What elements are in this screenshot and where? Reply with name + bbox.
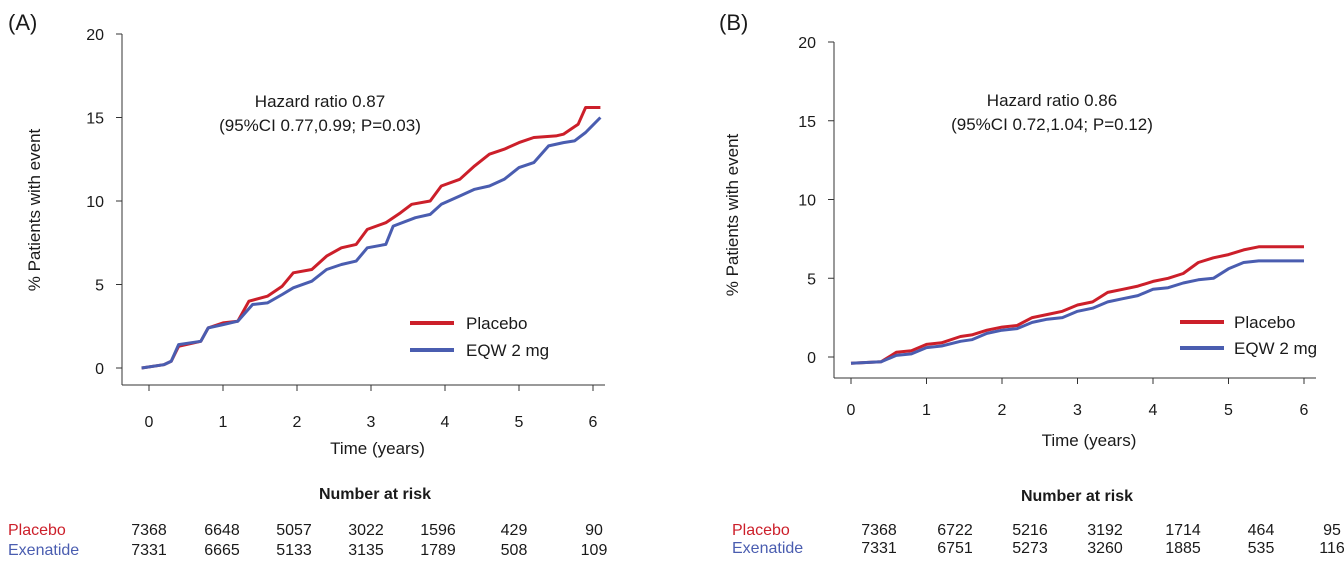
risk-table-title: Number at risk	[1020, 488, 1134, 505]
legend-label-eqw: EQW 2 mg	[466, 341, 549, 360]
risk-value-exenatide: 7331	[861, 540, 897, 557]
risk-value-exenatide: 109	[580, 542, 608, 559]
risk-value-placebo: 95	[1323, 522, 1341, 539]
risk-value-placebo: 464	[1247, 522, 1275, 539]
risk-value-exenatide: 3135	[348, 542, 384, 559]
risk-value-placebo: 1596	[420, 522, 456, 539]
risk-value-placebo: 6722	[937, 522, 973, 539]
x-tick-label: 3	[1073, 402, 1082, 419]
risk-value-placebo: 7368	[861, 522, 897, 539]
y-tick-label: 20	[798, 35, 816, 52]
hazard-ratio-annotation: (95%CI 0.77,0.99; P=0.03)	[219, 116, 421, 135]
y-tick-label: 15	[798, 114, 816, 131]
y-tick-label: 0	[807, 350, 816, 367]
legend-label-placebo: Placebo	[466, 314, 527, 333]
risk-row-exenatide: Exenatide 7331 6751 5273 3260 1885 535 116	[672, 540, 1344, 560]
x-axis-label: Time (years)	[1042, 431, 1137, 450]
risk-value-exenatide: 5133	[276, 542, 312, 559]
x-tick-label: 0	[145, 414, 154, 431]
risk-value-placebo: 6648	[204, 522, 240, 539]
eqw-curve	[850, 259, 1304, 365]
risk-label-exenatide: Exenatide	[8, 542, 80, 559]
risk-label-exenatide: Exenatide	[732, 540, 804, 557]
risk-value-placebo: 7368	[131, 522, 167, 539]
risk-value-placebo: 5216	[1012, 522, 1048, 539]
risk-value-placebo: 3022	[348, 522, 384, 539]
hazard-ratio-annotation: Hazard ratio 0.87	[255, 92, 385, 111]
legend-label-placebo: Placebo	[1234, 313, 1295, 332]
placebo-curve	[850, 245, 1304, 365]
km-plot-b: 0 5 10 15 20 0 1 2 3 4 5 6 Time (years) % Patients wi…	[723, 35, 1317, 450]
x-tick-label: 5	[1224, 402, 1233, 419]
hazard-ratio-annotation: (95%CI 0.72,1.04; P=0.12)	[951, 115, 1153, 134]
km-plot-panel-b: (B) 0 5 10 15 20 0 1 2 3 4 5 6 Time (years) % Patient…	[672, 0, 1344, 568]
risk-value-exenatide: 1789	[420, 542, 456, 559]
risk-value-placebo: 429	[500, 522, 528, 539]
km-plot-a: 0 5 10 15 20 0 1 2 3 4 5 6 Time (years) % Patients wi…	[25, 27, 605, 458]
legend-label-eqw: EQW 2 mg	[1234, 339, 1317, 358]
risk-value-placebo: 1714	[1165, 522, 1201, 539]
risk-value-placebo: 90	[585, 522, 603, 539]
risk-value-exenatide: 5273	[1012, 540, 1048, 557]
x-tick-label: 5	[515, 414, 524, 431]
x-tick-label: 2	[998, 402, 1007, 419]
x-tick-label: 1	[219, 414, 228, 431]
x-tick-label: 2	[293, 414, 302, 431]
hazard-ratio-annotation: Hazard ratio 0.86	[987, 91, 1117, 110]
risk-label-placebo: Placebo	[8, 522, 66, 539]
y-tick-label: 0	[95, 361, 104, 378]
risk-label-placebo: Placebo	[732, 522, 790, 539]
risk-value-exenatide: 6751	[937, 540, 973, 557]
x-tick-label: 6	[1300, 402, 1309, 419]
risk-table-title: Number at risk	[318, 486, 432, 503]
x-tick-label: 6	[589, 414, 598, 431]
x-tick-label: 1	[922, 402, 931, 419]
y-tick-label: 20	[86, 27, 104, 44]
risk-value-placebo: 3192	[1087, 522, 1123, 539]
panel-label: (A)	[8, 10, 38, 35]
risk-value-exenatide: 508	[500, 542, 528, 559]
panel-label: (B)	[719, 10, 749, 35]
y-tick-label: 10	[798, 193, 816, 210]
y-tick-label: 5	[807, 271, 816, 288]
risk-value-placebo: 5057	[276, 522, 312, 539]
risk-row-placebo: Placebo 7368 6648 5057 3022 1596 429 90	[0, 522, 672, 542]
risk-value-exenatide: 7331	[131, 542, 167, 559]
risk-row-placebo: Placebo 7368 6722 5216 3192 1714 464 95	[672, 522, 1344, 542]
risk-value-exenatide: 6665	[204, 542, 240, 559]
y-tick-label: 15	[86, 111, 104, 128]
x-tick-label: 4	[441, 414, 450, 431]
y-axis-label: % Patients with event	[723, 133, 742, 296]
risk-value-exenatide: 1885	[1165, 540, 1201, 557]
y-axis-label: % Patients with event	[25, 128, 44, 291]
risk-value-exenatide: 116	[1319, 540, 1344, 557]
y-tick-label: 5	[95, 278, 104, 295]
km-plot-panel-a: (A) 0 5 10 15 20 0 1 2 3 4 5 6 Time (years) % Patient…	[0, 10, 672, 562]
x-tick-label: 3	[367, 414, 376, 431]
x-tick-label: 4	[1149, 402, 1158, 419]
y-tick-label: 10	[86, 194, 104, 211]
x-axis-label: Time (years)	[330, 439, 425, 458]
risk-value-exenatide: 3260	[1087, 540, 1123, 557]
eqw-curve	[141, 116, 602, 370]
risk-row-exenatide: Exenatide 7331 6665 5133 3135 1789 508 109	[0, 542, 672, 562]
risk-value-exenatide: 535	[1247, 540, 1275, 557]
x-tick-label: 0	[847, 402, 856, 419]
